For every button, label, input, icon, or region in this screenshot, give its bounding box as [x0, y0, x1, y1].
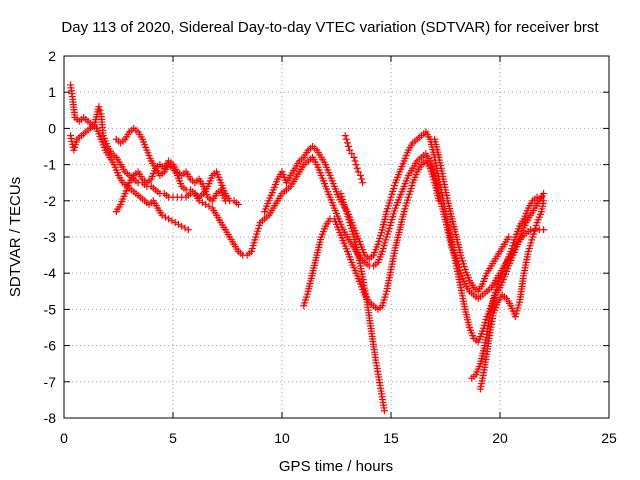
data-point — [161, 213, 169, 221]
y-tick-label: -7 — [44, 374, 57, 390]
data-point — [184, 226, 192, 234]
x-tick-label: 10 — [274, 430, 290, 446]
data-point — [350, 153, 358, 161]
gridlines — [64, 56, 609, 418]
tick-marks — [63, 55, 610, 419]
data-point — [358, 175, 366, 183]
data-point — [205, 202, 213, 210]
y-tick-label: -8 — [44, 410, 57, 426]
data-point — [352, 161, 360, 169]
data-point — [234, 200, 242, 208]
data-point — [178, 222, 186, 230]
x-axis-label: GPS time / hours — [279, 458, 393, 475]
data-point — [505, 233, 513, 241]
data-point — [348, 150, 356, 158]
y-tick-label: 1 — [48, 84, 56, 100]
series-6 — [300, 157, 443, 313]
data-point — [351, 157, 359, 165]
y-tick-label: -4 — [44, 265, 57, 281]
data-point — [353, 164, 361, 172]
y-tick-labels: -8 -7 -6 -5 -4 -3 -2 -1 0 1 2 — [44, 48, 57, 426]
data-point — [380, 407, 388, 415]
y-tick-label: 0 — [48, 120, 56, 136]
y-axis-label: SDTVAR / TECUs — [7, 177, 24, 297]
data-point — [540, 226, 548, 234]
y-tick-label: -6 — [44, 338, 57, 354]
data-point — [359, 179, 367, 187]
y-tick-label: 2 — [48, 48, 56, 64]
data-point — [343, 139, 351, 147]
data-points — [67, 81, 548, 415]
series-7 — [337, 190, 388, 415]
x-tick-label: 15 — [383, 430, 399, 446]
data-point — [202, 200, 210, 208]
y-tick-label: -3 — [44, 229, 57, 245]
series-2 — [67, 103, 548, 303]
data-point — [165, 215, 173, 223]
data-point — [354, 168, 362, 176]
x-tick-label: 0 — [60, 430, 68, 446]
data-point — [344, 143, 352, 150]
chart-title: Day 113 of 2020, Sidereal Day-to-day VTE… — [61, 19, 599, 36]
data-point — [341, 132, 349, 140]
data-point — [435, 197, 443, 205]
x-tick-label: 25 — [601, 430, 617, 446]
y-tick-label: -2 — [44, 193, 57, 209]
data-point — [346, 146, 354, 154]
data-point — [540, 197, 548, 205]
data-point — [198, 199, 206, 207]
series-1 — [67, 81, 192, 234]
series-8 — [431, 135, 513, 295]
data-point — [342, 135, 350, 143]
data-point — [174, 220, 182, 228]
series-4 — [112, 157, 229, 216]
y-tick-label: -5 — [44, 301, 57, 317]
data-point — [181, 224, 189, 232]
data-point — [96, 106, 104, 114]
series-11 — [341, 132, 367, 187]
x-tick-labels: 0 5 10 15 20 25 — [60, 430, 617, 446]
data-point — [537, 193, 545, 201]
data-point — [540, 190, 548, 198]
data-point — [356, 171, 364, 179]
series-9 — [468, 193, 545, 382]
series-10 — [476, 197, 548, 393]
data-point — [221, 197, 229, 205]
x-tick-label: 20 — [492, 430, 508, 446]
data-point — [95, 103, 103, 111]
y-tick-label: -1 — [44, 157, 57, 173]
x-tick-label: 5 — [169, 430, 177, 446]
data-point — [168, 217, 176, 225]
